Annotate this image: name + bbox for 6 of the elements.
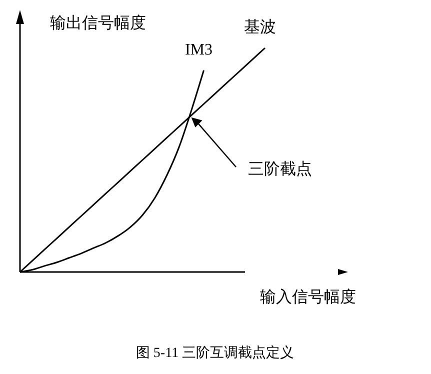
- x-axis-title: 输入信号幅度: [260, 288, 356, 306]
- y-axis-title: 输出信号幅度: [50, 14, 146, 32]
- series-label: 基波: [244, 18, 276, 36]
- caption: 图 5-11 三阶互调截点定义: [136, 345, 294, 361]
- series-label: IM3: [184, 41, 213, 58]
- annotation: 三阶截点: [248, 160, 312, 178]
